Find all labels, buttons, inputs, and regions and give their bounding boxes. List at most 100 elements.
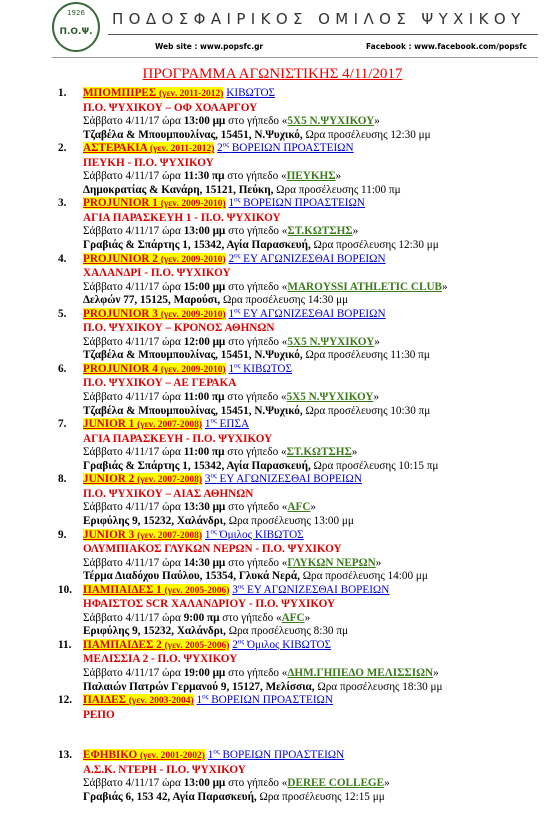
day: Σάββατο 4/11/17 ώρα xyxy=(83,280,181,293)
generation: (γεν. 2011-2012) xyxy=(159,89,224,99)
schedule-item: 10. ΠΑΜΠΑΙΔΕΣ 1 (γεν. 2005-2006) 3ος ΕΥ Α… xyxy=(0,582,545,639)
arrival-time: Ωρα προσέλευσης 12:15 μμ xyxy=(259,790,385,803)
venue-suffix: » xyxy=(373,391,380,404)
generation: (γεν. 2011-2012) xyxy=(149,144,215,155)
time: 12:00 μμ xyxy=(183,335,226,348)
schedule-line: Σάββατο 4/11/17 ώρα 13:00 μμ στο γήπεδο … xyxy=(83,115,545,129)
divider xyxy=(52,57,538,58)
schedule-item: 13. ΕΦΗΒΙΚΟ (γεν. 2001-2002) 1ος ΒΟΡΕΙΩΝ … xyxy=(0,748,545,805)
item-number: 4. xyxy=(58,252,67,265)
team-line: PROJUNIOR 1 (γεν. 2009-2010) 1ος ΒΟΡΕΙΩΝ… xyxy=(83,196,545,212)
team-name: ΕΦΗΒΙΚΟ xyxy=(83,749,138,762)
venue-suffix: » xyxy=(433,666,439,679)
team: ΜΠΟΜΠΙΡΕΣ (γεν. 2011-2012) xyxy=(83,87,224,99)
venue-suffix: » xyxy=(374,115,380,128)
team: JUNIOR 3 (γεν. 2007-2008) xyxy=(83,528,203,541)
address: Τζαβέλα & Μπουμπουλίνας, 15451, Ν.Ψυχικό… xyxy=(83,404,303,417)
item-number: 5. xyxy=(58,307,67,320)
address-line: Γραβιάς & Σπάρτης 1, 15342, Αγία Παρασκε… xyxy=(83,239,545,253)
league-number: 2 xyxy=(232,638,238,651)
item-number: 3. xyxy=(58,197,67,210)
arrival-time: Ωρα προσέλευσης 11:00 πμ xyxy=(276,183,401,196)
address-line: Εριφύλης 9, 15232, Χαλάνδρι, Ωρα προσέλε… xyxy=(83,515,545,529)
venue: DEREE COLLEGE xyxy=(287,777,385,790)
venue-suffix: » xyxy=(442,280,448,293)
league-name: Όμιλος ΚΙΒΩΤΟΣ xyxy=(246,638,332,651)
address-line: Παλαιών Πατρών Γερμανού 9, 15127, Μελίσσ… xyxy=(83,681,545,695)
address-line: Εριφύλης 9, 15232, Χαλάνδρι, Ωρα προσέλε… xyxy=(83,625,545,639)
club-name: ΠΟΔΟΣΦΑΙΡΙΚΟΣ ΟΜΙΛΟΣ ΨΥΧΙΚΟΥ xyxy=(112,10,526,28)
generation: (γεν. 2001-2002) xyxy=(139,751,205,762)
match: ΧΑΛΑΝΔΡΙ - Π.Ο. ΨΥΧΙΚΟΥ xyxy=(83,267,231,280)
address: Δημοκρατίας & Κανάρη, 15121, Πεύκη, xyxy=(83,183,274,196)
time: 13:30 μμ xyxy=(183,501,226,514)
time: 13:00 μμ xyxy=(183,225,226,238)
team-line: JUNIOR 2 (γεν. 2007-2008) 3ος ΕΥ ΑΓΩΝΙΖΕ… xyxy=(83,472,545,488)
venue-prefix: στο γήπεδο « xyxy=(227,170,287,183)
arrival-time: Ωρα προσέλευσης 8:30 πμ xyxy=(228,625,348,638)
schedule-item: 7. JUNIOR 1 (γεν. 2007-2008) 1ος ΕΠΣΑ ΑΓΙΑ… xyxy=(0,417,545,473)
venue: ΠΕΥΚΗΣ xyxy=(286,170,336,183)
venue: 5Χ5 Ν.ΨΥΧΙΚΟΥ xyxy=(287,335,375,348)
arrival-time: Ωρα προσέλευσης 13:00 μμ xyxy=(228,514,354,527)
match: Π.Ο. ΨΥΧΙΚΟΥ – ΑΙΑΣ ΑΘΗΝΩΝ xyxy=(83,487,254,500)
logo-text: Π.Ο.Ψ. xyxy=(59,27,93,37)
generation: (γεν. 2007-2008) xyxy=(137,530,203,541)
league-name: ΕΥ ΑΓΩΝΙΖΕΣΘΑΙ ΒΟΡΕΙΩΝ xyxy=(243,307,386,320)
address: Γραβιάς & Σπάρτης 1, 15342, Αγία Παρασκε… xyxy=(83,239,311,252)
schedule-line: Σάββατο 4/11/17 ώρα 14:30 μμ στο γήπεδο … xyxy=(83,557,545,571)
league-name: ΒΟΡΕΙΩΝ ΠΡΟΑΣΤΕΙΩΝ xyxy=(222,749,345,762)
facebook: Facebook : www.facebook.com/popsfc xyxy=(366,42,527,51)
league: 1ος ΒΟΡΕΙΩΝ ΠΡΟΑΣΤΕΙΩΝ xyxy=(207,748,345,762)
day: Σάββατο 4/11/17 ώρα xyxy=(83,777,181,790)
team-line: ΑΣΤΕΡΑΚΙΑ (γεν. 2011-2012) 2ος ΒΟΡΕΙΩΝ Π… xyxy=(83,140,545,157)
schedule-list: 1. ΜΠΟΜΠΙΡΕΣ (γεν. 2011-2012) ΚΙΒΩΤΟΣ Π.Ο.… xyxy=(0,87,545,804)
league-suffix: ος xyxy=(222,140,230,149)
time: 14:30 μμ xyxy=(183,556,226,569)
team: PROJUNIOR 2 (γεν. 2009-2010) xyxy=(83,252,226,265)
league-name: ΒΟΡΕΙΩΝ ΠΡΟΑΣΤΕΙΩΝ xyxy=(211,694,333,707)
address-line: Τέρμα Διαδόχου Παύλου, 15354, Γλυκά Νερά… xyxy=(83,570,545,584)
item-number: 9. xyxy=(58,528,67,541)
match: ΑΓΙΑ ΠΑΡΑΣΚΕΥΗ 1 - Π.Ο. ΨΥΧΙΚΟΥ xyxy=(83,211,281,224)
time: 11:00 πμ xyxy=(183,446,225,459)
league: 1ος ΚΙΒΩΤΟΣ xyxy=(228,362,292,375)
address-line: Τζαβέλα & Μπουμπουλίνας, 15451, Ν.Ψυχικό… xyxy=(83,349,545,363)
address: Τέρμα Διαδόχου Παύλου, 15354, Γλυκά Νερά… xyxy=(83,570,300,583)
match: ΗΦΑΙΣΤΟΣ SCR ΧΑΛΑΝΔΡΙΟΥ - Π.Ο. ΨΥΧΙΚΟΥ xyxy=(83,598,336,611)
schedule-item: 12. ΠΑΙΔΕΣ (γεν. 2003-2004) 1ος ΒΟΡΕΙΩΝ Π… xyxy=(0,693,545,722)
team-name: JUNIOR 3 xyxy=(83,528,135,541)
match: Π.Ο. ΨΥΧΙΚΟΥ – ΚΡΟΝΟΣ ΑΘΗΝΩΝ xyxy=(83,322,275,335)
day: Σάββατο 4/11/17 ώρα xyxy=(83,170,181,183)
divider xyxy=(108,34,538,35)
day: Σάββατο 4/11/17 ώρα xyxy=(83,556,181,569)
team-line: JUNIOR 3 (γεν. 2007-2008) 1ος Όμιλος ΚΙΒ… xyxy=(83,527,545,544)
day: Σάββατο 4/11/17 ώρα xyxy=(83,666,181,679)
address: Τζαβέλα & Μπουμπουλίνας, 15451, Ν.Ψυχικό… xyxy=(83,128,303,141)
address-line: Τζαβέλα & Μπουμπουλίνας, 15451, Ν.Ψυχικό… xyxy=(83,405,545,419)
schedule-line: Σάββατο 4/11/17 ώρα 11:30 πμ στο γήπεδο … xyxy=(83,170,545,184)
team-line: PROJUNIOR 3 (γεν. 2009-2010) 1ος ΕΥ ΑΓΩΝ… xyxy=(83,307,545,323)
schedule-item: 3. PROJUNIOR 1 (γεν. 2009-2010) 1ος ΒΟΡΕΙ… xyxy=(0,196,545,253)
league-number: 3 xyxy=(204,473,211,486)
match: ΠΕΥΚΗ - Π.Ο. ΨΥΧΙΚΟΥ xyxy=(83,156,214,169)
time: 9:00 πμ xyxy=(183,611,220,624)
schedule-item: 11. ΠΑΜΠΑΙΔΕΣ 2 (γεν. 2005-2006) 2ος Όμιλ… xyxy=(0,638,545,695)
league-number: 1 xyxy=(207,749,214,762)
venue-suffix: » xyxy=(351,446,358,459)
league: ΚΙΒΩΤΟΣ xyxy=(226,87,275,99)
schedule-item: 9. JUNIOR 3 (γεν. 2007-2008) 1ος Όμιλος Κ… xyxy=(0,527,545,584)
match: ΡΕΠΟ xyxy=(83,708,115,721)
match: ΜΕΛΙΣΣΙΑ 2 - Π.Ο. ΨΥΧΙΚΟΥ xyxy=(83,653,238,666)
item-number: 12. xyxy=(58,694,72,707)
venue-prefix: στο γήπεδο « xyxy=(228,115,288,128)
schedule-item: 5. PROJUNIOR 3 (γεν. 2009-2010) 1ος ΕΥ ΑΓ… xyxy=(0,307,545,363)
address-line: Γραβιάς 6, 153 42, Αγία Παρασκευή, Ωρα π… xyxy=(83,791,545,805)
day: Σάββατο 4/11/17 ώρα xyxy=(83,225,181,238)
match: Π.Ο. ΨΥΧΙΚΟΥ – ΟΦ ΧΟΛΑΡΓΟΥ xyxy=(83,101,258,114)
team-line: PROJUNIOR 2 (γεν. 2009-2010) 2ος ΕΥ ΑΓΩΝ… xyxy=(83,251,545,268)
item-number: 13. xyxy=(58,749,72,762)
league-number: 2 xyxy=(217,142,223,155)
venue: ΣΤ.ΚΩΤΣΗΣ xyxy=(286,446,352,459)
league-number: 1 xyxy=(228,362,235,375)
